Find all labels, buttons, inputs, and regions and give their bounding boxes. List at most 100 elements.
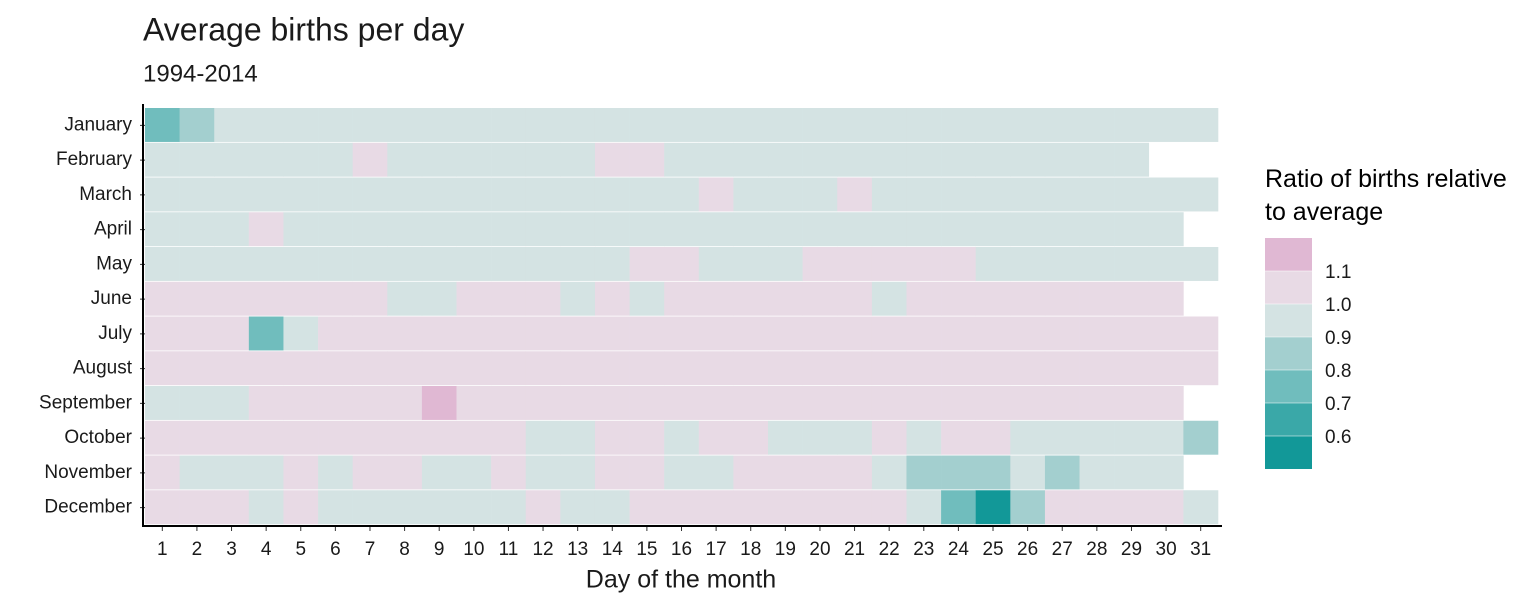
y-tick-label: November [44,462,132,483]
cell [352,108,388,142]
cell [248,177,284,212]
cell [975,455,1011,490]
cell [145,420,180,455]
cell [387,108,423,142]
cell [214,177,250,212]
cell [214,351,250,386]
cell [352,316,388,351]
x-tick-label: 7 [365,539,376,560]
cell [491,281,527,316]
cell [871,316,907,351]
cell [664,351,700,386]
cell [456,316,492,351]
cell [1183,108,1219,142]
chart-title: Average births per day [143,11,464,47]
x-tick-label: 4 [261,539,272,560]
cell [1010,455,1046,490]
x-tick-label: 15 [636,539,657,560]
cell [1079,351,1115,386]
cell [179,386,215,420]
cell [145,108,180,142]
cell [352,386,388,420]
cell [560,212,596,247]
cell [941,455,977,490]
cell [837,108,873,142]
cell [491,108,527,142]
cell [491,212,527,247]
cell [733,386,769,420]
cell [768,177,803,212]
cell [456,108,492,142]
cell [664,455,700,490]
cell [975,247,1011,281]
cell [733,455,769,490]
cell [906,247,942,281]
cell [145,212,180,247]
cell [629,108,665,142]
cell [698,316,734,351]
cell [352,455,388,490]
cell [629,142,665,177]
cell [1079,420,1115,455]
cell [629,212,665,247]
cell [560,247,596,281]
cell [525,247,561,281]
cell [491,455,527,490]
cell [1079,386,1115,420]
cell [352,281,388,316]
cell [629,455,665,490]
cell [318,247,353,281]
cell [871,281,907,316]
cell [698,177,734,212]
cell [145,316,180,351]
cell [318,177,353,212]
cell [1114,247,1150,281]
cell [871,455,907,490]
cell [560,455,596,490]
cell [214,420,250,455]
cell [387,351,423,386]
cell [1148,455,1184,490]
cell [975,177,1011,212]
cell [1079,247,1115,281]
cell [594,177,630,212]
cell [906,490,942,525]
cell [1114,316,1150,351]
cell [664,212,700,247]
cell [733,420,769,455]
cell [768,247,803,281]
cell [1044,386,1080,420]
legend-swatch [1265,436,1312,469]
cell [421,420,457,455]
cell [768,420,803,455]
cell [594,316,630,351]
cell [456,386,492,420]
cell [906,142,942,177]
cell [491,351,527,386]
cell [352,212,388,247]
cell [768,281,803,316]
cell [214,212,250,247]
cell [560,490,596,525]
cell [1114,386,1150,420]
cell [871,351,907,386]
cell [837,316,873,351]
cell [214,281,250,316]
x-tick-label: 14 [602,539,624,560]
cell [1183,351,1219,386]
cell [1079,212,1115,247]
cell [456,455,492,490]
cell [456,212,492,247]
cell [941,142,977,177]
legend-label: 1.1 [1325,262,1351,283]
x-tick-label: 25 [982,539,1003,560]
cell [525,386,561,420]
cell [318,281,353,316]
cell [1079,281,1115,316]
cell [421,386,457,420]
cell [214,386,250,420]
cell [1114,142,1150,177]
cell [698,247,734,281]
cell [698,281,734,316]
cell [941,316,977,351]
